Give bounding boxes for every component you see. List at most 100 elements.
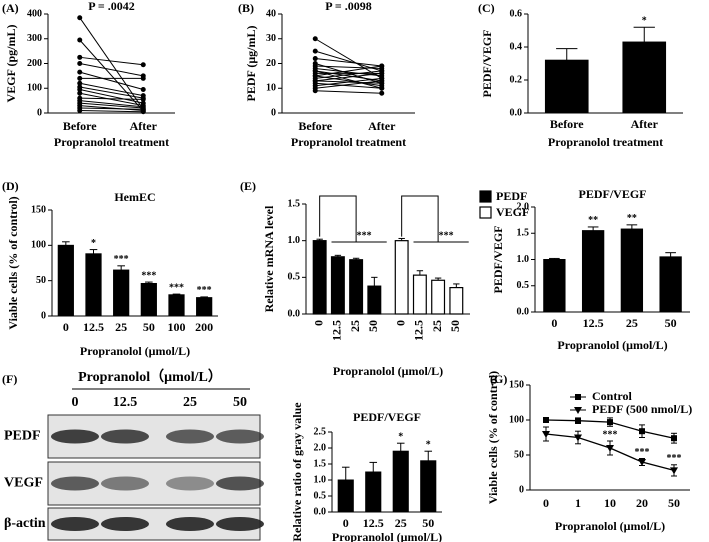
pair-line: [79, 63, 144, 77]
x-tick-label: 10: [604, 496, 616, 510]
x-tick-label: 20: [636, 496, 648, 510]
y-tick-label: 100: [31, 240, 46, 251]
x-axis-label: Propranolol (μmol/L): [555, 519, 665, 533]
marker: [574, 434, 582, 442]
blot-band: [101, 517, 149, 531]
y-tick-label: 2.0: [517, 201, 530, 212]
x-axis-label: Propranolol treatment: [54, 135, 169, 149]
significance: ***: [197, 285, 212, 296]
y-tick-label: 2.5: [314, 426, 327, 437]
bar: [196, 297, 213, 317]
point: [77, 54, 83, 60]
x-tick-label: 12.5: [83, 320, 104, 334]
x-tick-label: 50: [448, 320, 462, 332]
point: [312, 78, 318, 84]
x-tick-label: Before: [298, 119, 332, 133]
significance: ***: [141, 270, 156, 281]
marker: [542, 431, 550, 438]
y-axis-label: Relative mRNA level: [262, 205, 276, 312]
x-tick-label: 50: [668, 496, 680, 510]
bar: [312, 240, 327, 315]
y-tick-label: 1.0: [517, 254, 530, 265]
pair-line: [79, 107, 144, 110]
bar: [543, 259, 566, 313]
y-tick-label: 1.0: [314, 474, 327, 485]
chart-title: P = .0098: [325, 0, 372, 13]
y-tick-label: 100: [27, 83, 42, 94]
pair-line: [79, 110, 144, 113]
point: [77, 90, 83, 96]
marker: [670, 467, 678, 475]
y-tick-label: 0.6: [510, 8, 523, 19]
bar: [337, 479, 354, 513]
point: [77, 86, 83, 92]
x-tick-label: After: [631, 117, 659, 131]
bracket: [401, 195, 439, 242]
x-tick-label: 100: [168, 320, 186, 334]
panel-label: (G): [490, 372, 507, 386]
y-tick-label: 300: [27, 33, 42, 44]
lane-label: 25: [183, 395, 197, 410]
x-tick-label: 1: [575, 496, 581, 510]
marker: [638, 459, 646, 466]
pair-line: [79, 88, 144, 104]
blot-band: [166, 517, 214, 531]
bar: [431, 279, 446, 315]
bar: [622, 41, 667, 114]
y-tick-label: 0.2: [510, 74, 523, 85]
pair-line: [79, 97, 144, 100]
y-tick-label: 400: [27, 8, 42, 19]
x-tick-label: 25: [626, 316, 638, 330]
x-axis-label: Propranolol (μmol/L): [332, 530, 442, 542]
y-axis-label: Relative ratio of gray value: [290, 402, 304, 542]
y-tick-label: 0.5: [517, 280, 530, 291]
y-tick-label: 0.0: [510, 107, 523, 118]
x-tick-label: 50: [665, 316, 677, 330]
x-tick-label: 0: [63, 320, 69, 334]
blot-band: [51, 476, 99, 491]
marker: [574, 407, 582, 414]
bar: [394, 240, 409, 315]
row-label: VEGF: [4, 476, 43, 491]
significance: ***: [635, 447, 650, 458]
x-tick-label: 12.5: [363, 516, 384, 530]
y-tick-label: 50: [514, 449, 524, 460]
legend-label: PEDF: [496, 189, 527, 203]
significance: *: [426, 439, 431, 450]
significance: **: [588, 215, 598, 226]
bar: [412, 274, 427, 315]
row-label: PEDF: [4, 429, 41, 444]
chart-title: HemEC: [114, 190, 155, 204]
panel-label: (E): [240, 179, 256, 193]
y-axis-label: PEDF/VEGF: [491, 226, 505, 294]
y-tick-label: 100: [509, 414, 524, 425]
point: [312, 68, 318, 74]
y-tick-label: 1.5: [288, 198, 301, 209]
legend-label: PEDF (500 nmol/L): [592, 402, 692, 416]
pair-line: [315, 70, 382, 79]
row-label: β-actin: [4, 516, 46, 531]
point: [77, 75, 83, 81]
panel-label: (C): [478, 1, 495, 15]
marker: [575, 394, 581, 400]
marker: [607, 419, 613, 426]
point: [379, 90, 385, 96]
bar: [85, 253, 102, 317]
y-tick-label: 0.0: [517, 306, 530, 317]
point: [140, 75, 146, 81]
chart-title: P = .0042: [88, 0, 135, 13]
point: [312, 73, 318, 79]
pair-line: [315, 58, 382, 67]
bar: [659, 256, 682, 313]
y-tick-label: 30: [266, 33, 276, 44]
y-axis-label: VEGF (pg/mL): [4, 25, 18, 103]
legend-label: VEGF: [496, 205, 529, 219]
point: [140, 86, 146, 92]
bar: [365, 471, 382, 513]
x-tick-label: 25: [395, 516, 407, 530]
blot-band: [166, 476, 214, 491]
bar: [168, 294, 185, 317]
x-axis-label: Propranolol treatment: [548, 135, 663, 149]
x-tick-label: After: [130, 119, 158, 133]
